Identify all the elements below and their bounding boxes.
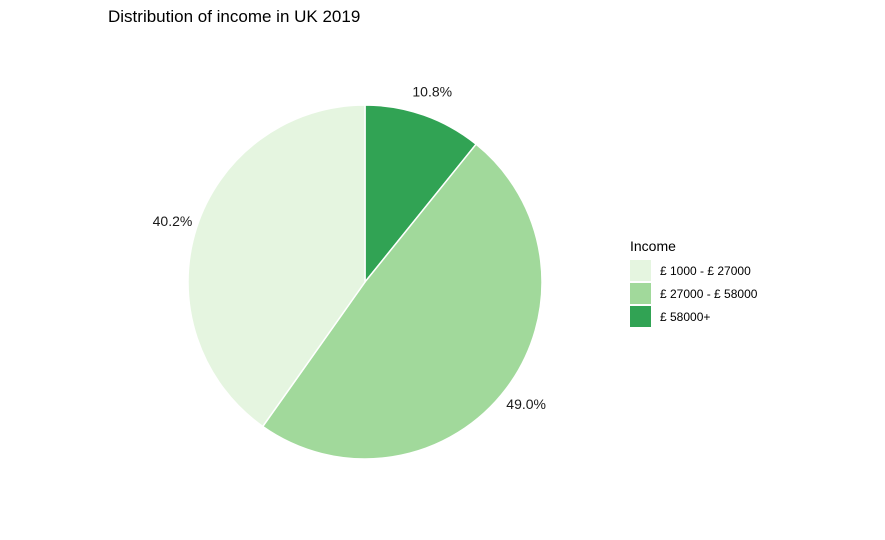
legend-title: Income — [630, 238, 676, 254]
pie-slices — [187, 104, 543, 460]
legend-swatch — [630, 306, 651, 327]
legend-label: £ 27000 - £ 58000 — [660, 287, 758, 301]
slice-label: 49.0% — [506, 396, 546, 412]
legend-items: £ 1000 - £ 27000 £ 27000 - £ 58000 £ 58000… — [630, 260, 758, 327]
pie-slice — [261, 143, 543, 460]
slice-label: 40.2% — [153, 213, 193, 229]
legend-swatch — [630, 283, 651, 304]
chart-title: Distribution of income in UK 2019 — [108, 7, 360, 26]
slice-label: 10.8% — [412, 84, 452, 100]
legend: Income £ 1000 - £ 27000 £ 27000 - £ 58000… — [630, 238, 758, 327]
pie-slice — [364, 104, 478, 285]
legend-label: £ 58000+ — [660, 310, 710, 324]
pie-slice — [187, 104, 366, 428]
legend-swatch — [630, 260, 651, 281]
legend-label: £ 1000 - £ 27000 — [660, 264, 751, 278]
pie-labels: 10.8% 49.0% 40.2% — [153, 84, 546, 412]
